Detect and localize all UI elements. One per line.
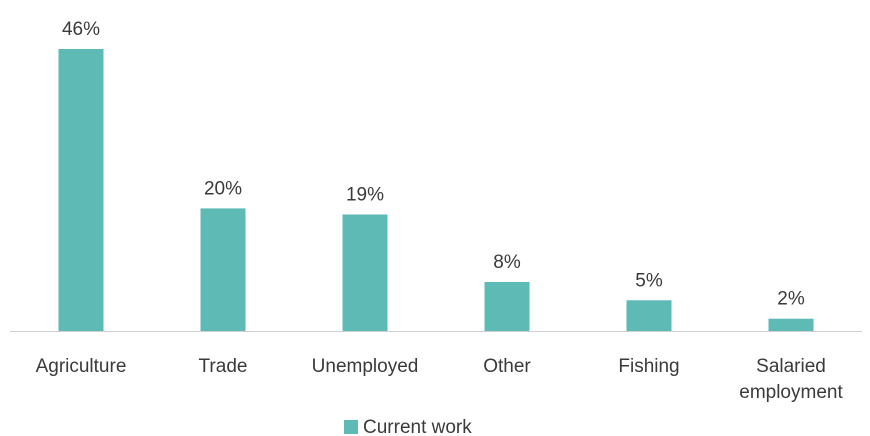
category-label-line: Trade [199,356,248,377]
bar-fishing [626,300,672,331]
data-label: 5% [635,270,663,291]
category-label: Trade [199,356,248,377]
category-label: Agriculture [36,356,127,377]
category-label: Fishing [618,356,679,377]
category-label-line: Fishing [618,356,679,377]
category-label: Other [483,356,531,377]
bar-agriculture [58,49,104,331]
bar-other [484,282,530,331]
category-label-line: Other [483,356,531,377]
category-label-line: Salaried [756,356,826,377]
legend-label: Current work [363,417,472,436]
category-label-line: Agriculture [36,356,127,377]
bar-salaried-employment [768,318,814,331]
category-labels-group: Agriculture Trade Unemployed Other Fishing Sa… [36,356,844,403]
data-label: 2% [777,289,805,310]
data-label: 20% [204,178,242,199]
bar-unemployed [342,214,388,331]
data-label: 8% [493,252,521,273]
legend-swatch [344,420,358,434]
category-label: Salaried employment [739,356,843,403]
bar-trade [200,208,246,331]
legend: Current work [344,417,472,436]
category-label-line: Unemployed [312,356,419,377]
category-label-line: employment [739,382,843,403]
category-label: Unemployed [312,356,419,377]
data-label: 19% [346,185,384,206]
bars-group [58,49,814,331]
data-labels-group: 46% 20% 19% 8% 5% 2% [62,19,805,310]
data-label: 46% [62,19,100,40]
